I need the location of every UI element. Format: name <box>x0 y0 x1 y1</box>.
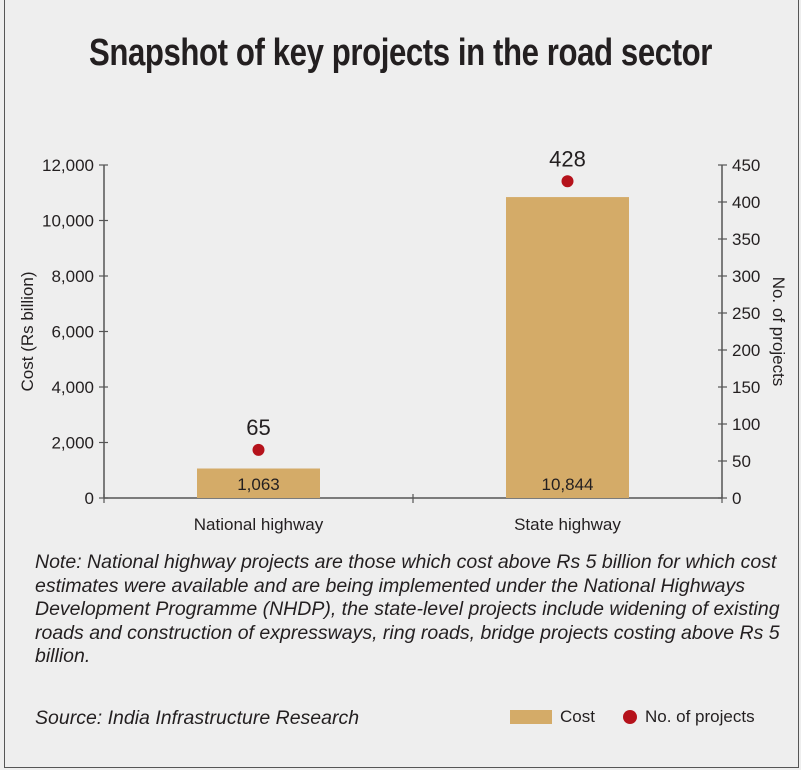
y-tick-label-left: 0 <box>85 489 94 508</box>
project-count-point <box>561 175 574 188</box>
y-tick-label-right: 100 <box>732 415 760 434</box>
project-count-label: 428 <box>549 146 586 171</box>
legend-cost-label: Cost <box>560 707 595 726</box>
project-count-point <box>252 443 265 456</box>
y-tick-label-right: 150 <box>732 378 760 397</box>
y-tick-label-right: 450 <box>732 156 760 175</box>
chart-source: Source: India Infrastructure Research <box>35 707 360 729</box>
project-count-label: 65 <box>246 415 270 440</box>
y-tick-label-left: 8,000 <box>51 267 94 286</box>
y-tick-label-right: 0 <box>732 489 741 508</box>
y-axis-title-right: No. of projects <box>769 277 788 387</box>
bar-cost <box>197 468 320 498</box>
y-tick-label-left: 12,000 <box>42 156 94 175</box>
y-tick-label-right: 300 <box>732 267 760 286</box>
y-tick-label-right: 50 <box>732 452 751 471</box>
chart-note: Note: National highway projects are thos… <box>35 551 780 667</box>
legend-projects-label: No. of projects <box>644 707 755 726</box>
y-tick-label-left: 4,000 <box>51 378 94 397</box>
y-tick-label-left: 6,000 <box>51 323 94 342</box>
x-category-label: State highway <box>514 515 621 534</box>
legend: Cost No. of projects <box>510 707 755 727</box>
y-tick-label-left: 10,000 <box>42 212 94 231</box>
legend-projects-marker <box>622 710 637 724</box>
bar-value-label: 1,063 <box>237 475 280 494</box>
chart-title: Snapshot of key projects in the road sec… <box>88 32 713 74</box>
y-tick-label-left: 2,000 <box>51 434 94 453</box>
chart-frame <box>4 0 799 768</box>
y-tick-label-right: 200 <box>732 341 760 360</box>
bar-value-label: 10,844 <box>542 475 594 494</box>
x-category-label: National highway <box>194 515 324 534</box>
bar-cost <box>506 197 629 499</box>
y-axis-title-left: Cost (Rs billion) <box>18 272 37 392</box>
y-tick-label-right: 350 <box>732 230 760 249</box>
legend-cost-swatch <box>510 710 552 724</box>
y-tick-label-right: 250 <box>732 304 760 323</box>
y-tick-label-right: 400 <box>732 193 760 212</box>
chart-plot: 0 2,000 4,000 6,000 8,000 10,000 12,000 0 50 100 1… <box>18 146 788 534</box>
